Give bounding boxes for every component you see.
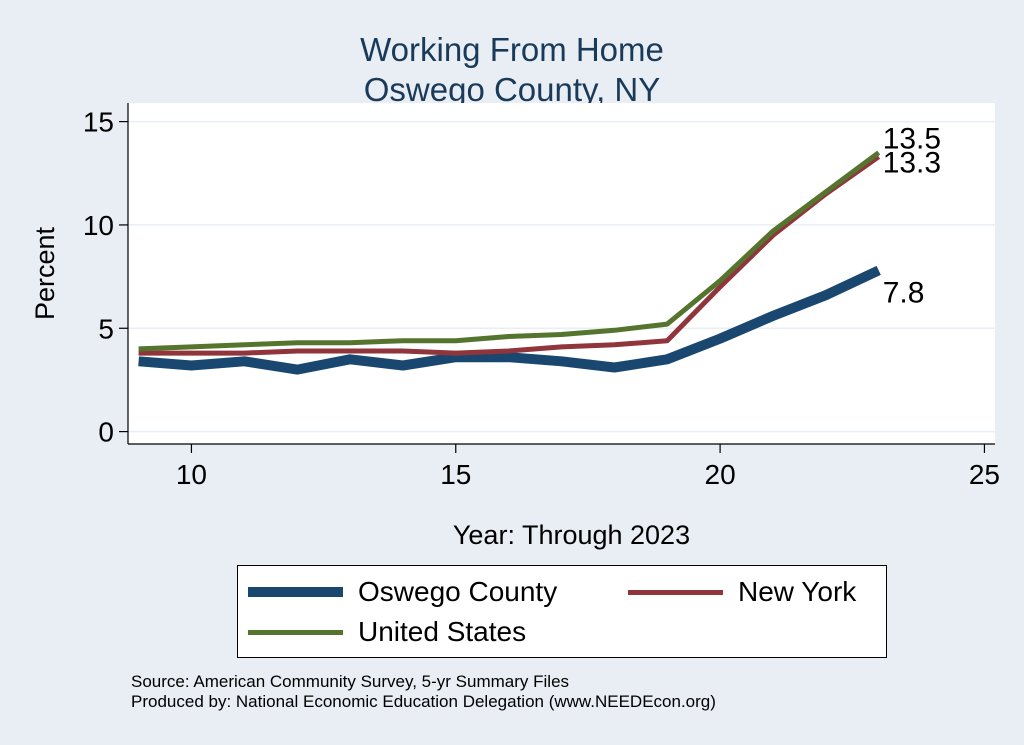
data-point-oswego-county-9 — [134, 356, 144, 366]
legend-label-new-york: New York — [738, 576, 857, 607]
series-line-oswego-county — [138, 265, 881, 375]
data-point-new-york-12 — [295, 349, 300, 354]
data-point-oswego-county-14 — [398, 360, 408, 370]
x-tick-label-25: 25 — [969, 459, 1000, 490]
data-point-oswego-county-12 — [292, 365, 302, 375]
data-point-united-states-21 — [770, 229, 775, 234]
chart-title-line-2: Oswego County, NY — [363, 71, 661, 108]
data-point-new-york-13 — [348, 349, 353, 354]
data-point-oswego-county-20 — [715, 334, 725, 344]
y-tick-label-5: 5 — [98, 313, 114, 344]
data-point-new-york-17 — [559, 344, 564, 349]
data-point-new-york-10 — [189, 351, 194, 356]
data-point-new-york-11 — [242, 351, 247, 356]
legend-item-oswego-county: Oswego County — [248, 576, 557, 608]
data-point-oswego-county-11 — [239, 356, 249, 366]
legend-item-new-york: New York — [628, 576, 856, 608]
x-axis-title: Year: Through 2023 — [453, 520, 690, 550]
y-axis-title: Percent — [30, 226, 60, 320]
data-point-united-states-10 — [189, 344, 194, 349]
series-line-new-york — [138, 154, 881, 356]
end-label-oswego-county: 7.8 — [883, 276, 925, 309]
series-line-united-states — [138, 150, 881, 352]
data-point-united-states-22 — [823, 189, 828, 194]
legend-label-oswego-county: Oswego County — [358, 576, 558, 607]
x-tick-label-20: 20 — [705, 459, 736, 490]
y-tick-label-15: 15 — [83, 107, 114, 138]
data-point-new-york-15 — [453, 351, 458, 356]
y-tick-label-0: 0 — [98, 417, 114, 448]
data-point-united-states-12 — [295, 340, 300, 345]
plot-background — [128, 103, 995, 444]
legend-item-united-states: United States — [248, 616, 526, 648]
data-point-new-york-16 — [506, 349, 511, 354]
data-point-oswego-county-19 — [662, 354, 672, 364]
y-tick-label-10: 10 — [83, 210, 114, 241]
data-point-new-york-14 — [400, 349, 405, 354]
legend-swatch-new-york — [628, 589, 723, 595]
data-point-oswego-county-23 — [874, 265, 884, 275]
end-label-united-states: 13.5 — [883, 123, 941, 156]
legend-swatch-united-states — [248, 629, 343, 635]
data-point-united-states-19 — [665, 322, 670, 327]
source-note: Source: American Community Survey, 5-yr … — [131, 672, 716, 712]
data-point-united-states-9 — [136, 346, 141, 351]
data-point-oswego-county-17 — [557, 356, 567, 366]
data-point-oswego-county-18 — [609, 363, 619, 373]
data-point-oswego-county-13 — [345, 354, 355, 364]
chart-title: Working From Home Oswego County, NY — [0, 30, 1024, 110]
data-point-united-states-14 — [400, 338, 405, 343]
data-point-united-states-16 — [506, 334, 511, 339]
data-point-new-york-19 — [665, 338, 670, 343]
end-label-new-york: 13.3 — [883, 147, 941, 180]
data-point-united-states-15 — [453, 338, 458, 343]
chart-title-line-1: Working From Home — [360, 31, 664, 68]
x-tick-label-10: 10 — [176, 459, 207, 490]
data-point-oswego-county-10 — [186, 360, 196, 370]
data-point-united-states-17 — [559, 332, 564, 337]
data-point-oswego-county-21 — [768, 311, 778, 321]
legend-swatch-oswego-county — [248, 587, 343, 597]
legend: Oswego County New York United States — [237, 565, 887, 658]
data-point-united-states-13 — [348, 340, 353, 345]
data-point-united-states-11 — [242, 342, 247, 347]
data-point-united-states-23 — [876, 150, 881, 155]
source-line-1: Source: American Community Survey, 5-yr … — [131, 672, 570, 691]
legend-label-united-states: United States — [358, 616, 527, 647]
data-point-united-states-18 — [612, 328, 617, 333]
source-line-2: Produced by: National Economic Education… — [131, 692, 716, 711]
data-point-oswego-county-22 — [821, 290, 831, 300]
x-tick-label-15: 15 — [440, 459, 471, 490]
data-point-united-states-20 — [718, 278, 723, 283]
data-point-oswego-county-16 — [504, 352, 514, 362]
data-point-new-york-18 — [612, 342, 617, 347]
